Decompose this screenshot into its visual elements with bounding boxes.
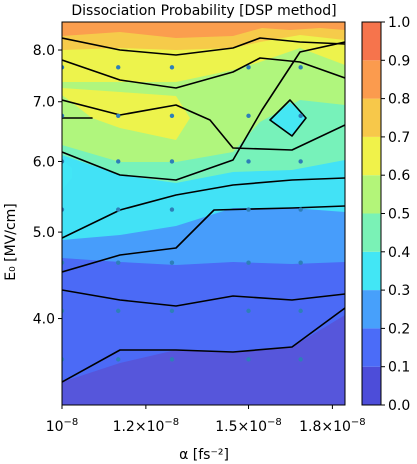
sample-point xyxy=(298,357,303,362)
contour-line xyxy=(62,177,345,239)
plot-area xyxy=(62,22,345,405)
colorbar-tick-label: 0.4 xyxy=(388,245,410,261)
sample-point xyxy=(62,65,65,70)
colorbar-tick-label: 0.1 xyxy=(388,360,410,376)
y-axis-label: E₀ [MV/cm] xyxy=(3,203,19,281)
sample-point xyxy=(116,65,121,70)
sample-point xyxy=(169,159,175,164)
contour-line xyxy=(269,99,307,137)
sample-point xyxy=(169,357,175,362)
contour-band xyxy=(270,102,306,136)
sample-point xyxy=(62,207,65,212)
x-axis-label: α [fs⁻²] xyxy=(179,447,229,463)
sample-point xyxy=(246,65,251,70)
sample-point xyxy=(116,260,121,265)
sample-point xyxy=(298,207,303,212)
y-tick-label: 4.0 xyxy=(33,312,55,328)
contour-line xyxy=(62,41,345,181)
y-tick-label: 6.0 xyxy=(33,154,55,170)
y-tick-label: 7.0 xyxy=(33,95,55,111)
sample-point xyxy=(246,308,251,314)
sample-point xyxy=(62,357,65,362)
sample-point xyxy=(116,357,121,362)
y-tick-label: 5.0 xyxy=(33,225,55,241)
sample-point xyxy=(62,308,65,314)
colorbar-tick-label: 0.9 xyxy=(388,53,410,69)
colorbar-tick-label: 0.3 xyxy=(388,283,410,299)
colorbar-segment xyxy=(362,213,381,252)
y-tick-label: 8.0 xyxy=(33,43,55,59)
sample-point xyxy=(116,207,121,212)
colorbar-tick-label: 0.2 xyxy=(388,321,410,337)
sample-point xyxy=(116,159,121,164)
colorbar-segment xyxy=(362,251,381,291)
sample-point xyxy=(169,260,175,265)
colorbar: 0.0 0.1 0.2 0.3 0.4 0.5 0.6 0.7 0.8 0.9 1.0 xyxy=(361,15,410,414)
colorbar-segment xyxy=(362,136,381,176)
sample-point xyxy=(169,113,175,119)
sample-point xyxy=(246,113,251,119)
contour-band xyxy=(62,160,72,190)
contour-line xyxy=(62,307,345,383)
colorbar-segment xyxy=(362,290,381,329)
colorbar-segment xyxy=(362,22,381,61)
colorbar-segment xyxy=(362,60,381,99)
plot-frame xyxy=(61,21,346,406)
sample-point xyxy=(246,357,251,362)
sample-point xyxy=(298,260,303,265)
sample-point xyxy=(116,113,121,119)
colorbar-segment xyxy=(362,366,381,405)
x-tick-label: 1.2×10−8 xyxy=(113,417,180,435)
sample-point xyxy=(169,207,175,212)
colorbar-segment xyxy=(362,175,381,214)
colorbar-tick-label: 1.0 xyxy=(388,15,410,31)
sample-points xyxy=(62,65,303,362)
colorbar-tick-label: 0.6 xyxy=(388,168,410,184)
contour-line xyxy=(62,37,345,56)
colorbar-segment xyxy=(362,98,381,137)
sample-point xyxy=(116,308,121,314)
sample-point xyxy=(298,113,303,119)
sample-point xyxy=(246,260,251,265)
x-tick-label: 10−8 xyxy=(46,417,79,435)
sample-point xyxy=(62,159,65,164)
sample-point xyxy=(169,65,175,70)
y-axis: 4.0 5.0 6.0 7.0 8.0 xyxy=(33,43,62,328)
x-axis: 10−8 1.2×10−8 1.5×10−8 1.8×10−8 xyxy=(46,405,366,435)
sample-point xyxy=(298,159,303,164)
colorbar-tick-label: 0.5 xyxy=(388,207,410,223)
sample-point xyxy=(246,159,251,164)
sample-point xyxy=(246,207,251,212)
sample-point xyxy=(62,260,65,265)
colorbar-tick-label: 0.7 xyxy=(388,130,410,146)
chart-title: Dissociation Probability [DSP method] xyxy=(71,3,336,19)
x-tick-label: 1.5×10−8 xyxy=(215,417,282,435)
contour-line xyxy=(62,289,345,307)
sample-point xyxy=(169,308,175,314)
colorbar-tick-label: 0.8 xyxy=(388,92,410,108)
colorbar-tick-label: 0.0 xyxy=(388,398,410,414)
sample-point xyxy=(62,113,65,119)
colorbar-segment xyxy=(362,328,381,367)
contour-line xyxy=(62,57,345,89)
contour-lines xyxy=(62,37,345,383)
sample-point xyxy=(298,308,303,314)
x-tick-label: 1.8×10−8 xyxy=(299,417,366,435)
sample-point xyxy=(298,65,303,70)
contour-band xyxy=(62,22,345,38)
